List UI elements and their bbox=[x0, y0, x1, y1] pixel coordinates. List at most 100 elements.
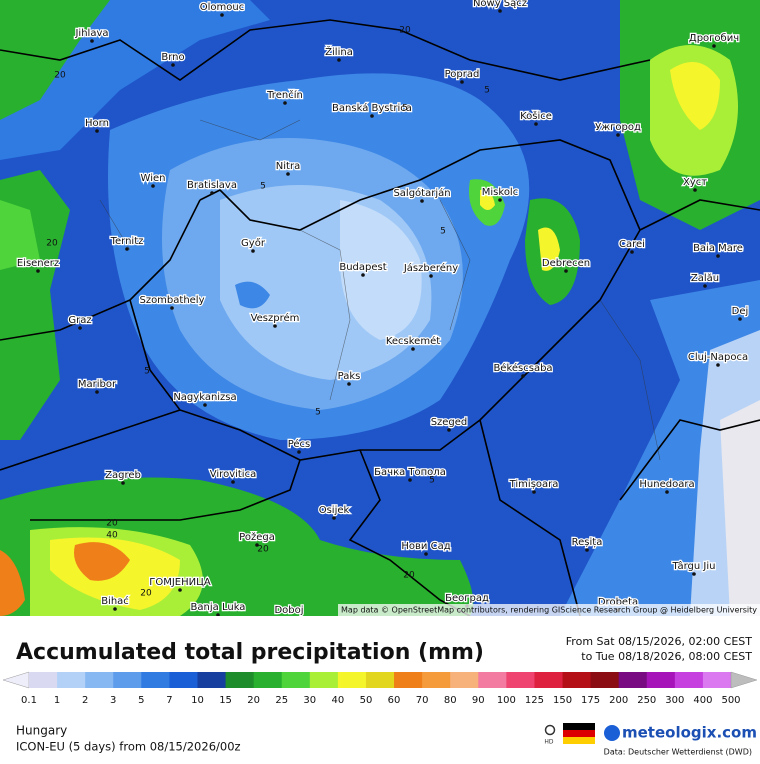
city-label: Wien bbox=[141, 173, 166, 184]
city-label: Veszprém bbox=[251, 312, 300, 324]
city-dot bbox=[273, 324, 277, 328]
legend-swatch bbox=[534, 672, 564, 688]
contour-label: 5 bbox=[402, 104, 408, 114]
contour-label: 20 bbox=[399, 26, 411, 36]
legend-label: 500 bbox=[721, 695, 740, 706]
city-label: Hunedoara bbox=[639, 479, 694, 490]
legend-swatch bbox=[618, 672, 648, 688]
legend-swatch bbox=[225, 672, 255, 688]
city-dot bbox=[337, 58, 341, 62]
legend-swatch bbox=[450, 672, 479, 688]
legend-label: 200 bbox=[609, 695, 628, 706]
city-label: Szombathely bbox=[139, 295, 204, 306]
contour-label: 20 bbox=[46, 239, 58, 249]
city-label: Dej bbox=[732, 306, 749, 317]
city-dot bbox=[665, 490, 669, 494]
legend-swatch bbox=[365, 672, 395, 688]
legend-label: 150 bbox=[553, 695, 572, 706]
legend-label: 7 bbox=[166, 695, 172, 706]
city-label: Zagreb bbox=[105, 470, 141, 481]
city-label: Kecskemét bbox=[386, 335, 440, 347]
city-label: Košice bbox=[520, 110, 552, 122]
city-dot bbox=[420, 199, 424, 203]
city-dot bbox=[564, 269, 568, 273]
legend-swatch bbox=[394, 672, 423, 688]
city-label: Trenčín bbox=[266, 89, 303, 101]
city-dot bbox=[121, 481, 125, 485]
city-label: Carei bbox=[619, 239, 645, 250]
city-dot bbox=[283, 101, 287, 105]
city-dot bbox=[712, 44, 716, 48]
city-dot bbox=[95, 390, 99, 394]
legend-swatch bbox=[562, 672, 592, 688]
city-label: Budapest bbox=[339, 262, 386, 273]
legend-swatch bbox=[29, 672, 58, 688]
title: Accumulated total precipitation (mm) bbox=[16, 640, 484, 665]
city-dot bbox=[113, 607, 117, 611]
legend-swatch bbox=[506, 672, 535, 688]
contour-label: 20 bbox=[140, 589, 152, 599]
contour-label: 5 bbox=[315, 408, 321, 418]
legend-above bbox=[730, 671, 758, 689]
city-label: Târgu Jiu bbox=[672, 560, 716, 572]
contour-label: 40 bbox=[106, 531, 118, 541]
city-dot bbox=[532, 490, 536, 494]
city-dot bbox=[703, 284, 707, 288]
legend-swatch bbox=[337, 672, 367, 688]
legend-swatch bbox=[281, 672, 311, 688]
legend-label: 0.1 bbox=[21, 695, 37, 706]
legend-label: 300 bbox=[665, 695, 684, 706]
city-label: Horn bbox=[85, 118, 109, 129]
legend-label: 10 bbox=[191, 695, 204, 706]
legend-swatch bbox=[478, 672, 507, 688]
legend-swatch bbox=[169, 672, 198, 688]
city-label: Reșița bbox=[572, 537, 603, 548]
city-dot bbox=[95, 129, 99, 133]
model: ICON-EU (5 days) from 08/15/2026/00z bbox=[16, 740, 241, 754]
contour-label: 5 bbox=[440, 227, 446, 237]
city-dot bbox=[286, 172, 290, 176]
source: Data: Deutscher Wetterdienst (DWD) bbox=[604, 748, 752, 757]
contour-label: 20 bbox=[106, 519, 118, 529]
legend-label: 1 bbox=[54, 695, 60, 706]
city-dot bbox=[370, 114, 374, 118]
city-label: Miskolc bbox=[482, 187, 518, 198]
city-label: Debrecen bbox=[542, 258, 590, 269]
legend-label: 20 bbox=[247, 695, 260, 706]
city-dot bbox=[424, 552, 428, 556]
city-label: Brno bbox=[161, 52, 184, 63]
city-label: Győr bbox=[241, 237, 266, 249]
city-label: Nitra bbox=[276, 161, 300, 172]
contour-label: 20 bbox=[403, 571, 415, 581]
city-label: Bihać bbox=[101, 595, 129, 607]
city-label: Žilina bbox=[325, 45, 353, 58]
city-label: Timișoara bbox=[509, 479, 559, 490]
city-label: Banja Luka bbox=[191, 602, 246, 613]
city-dot bbox=[498, 198, 502, 202]
brand[interactable]: meteologix.com bbox=[622, 724, 757, 742]
attribution-bg bbox=[338, 604, 760, 616]
city-label: Békéscsaba bbox=[493, 362, 552, 374]
region: Hungary bbox=[16, 724, 67, 738]
flag bbox=[563, 723, 595, 730]
city-label: Virovitica bbox=[210, 469, 256, 480]
city-dot bbox=[231, 480, 235, 484]
city-dot bbox=[630, 250, 634, 254]
hd-label[interactable]: HD bbox=[544, 739, 554, 746]
zoom-icon[interactable] bbox=[544, 724, 556, 736]
city-dot bbox=[429, 274, 433, 278]
city-label: Хуст bbox=[683, 177, 707, 188]
legend-swatch bbox=[702, 672, 732, 688]
logo bbox=[604, 725, 620, 741]
city-dot bbox=[216, 613, 220, 617]
contour-label: 20 bbox=[54, 71, 66, 81]
city-label: Београд bbox=[445, 593, 489, 604]
legend-swatch bbox=[113, 672, 142, 688]
legend-label: 175 bbox=[581, 695, 600, 706]
legend-label: 30 bbox=[303, 695, 316, 706]
attribution: Map data © OpenStreetMap contributors, r… bbox=[341, 606, 757, 615]
legend-swatch bbox=[646, 672, 676, 688]
legend-swatch bbox=[422, 672, 451, 688]
city-dot bbox=[447, 428, 451, 432]
